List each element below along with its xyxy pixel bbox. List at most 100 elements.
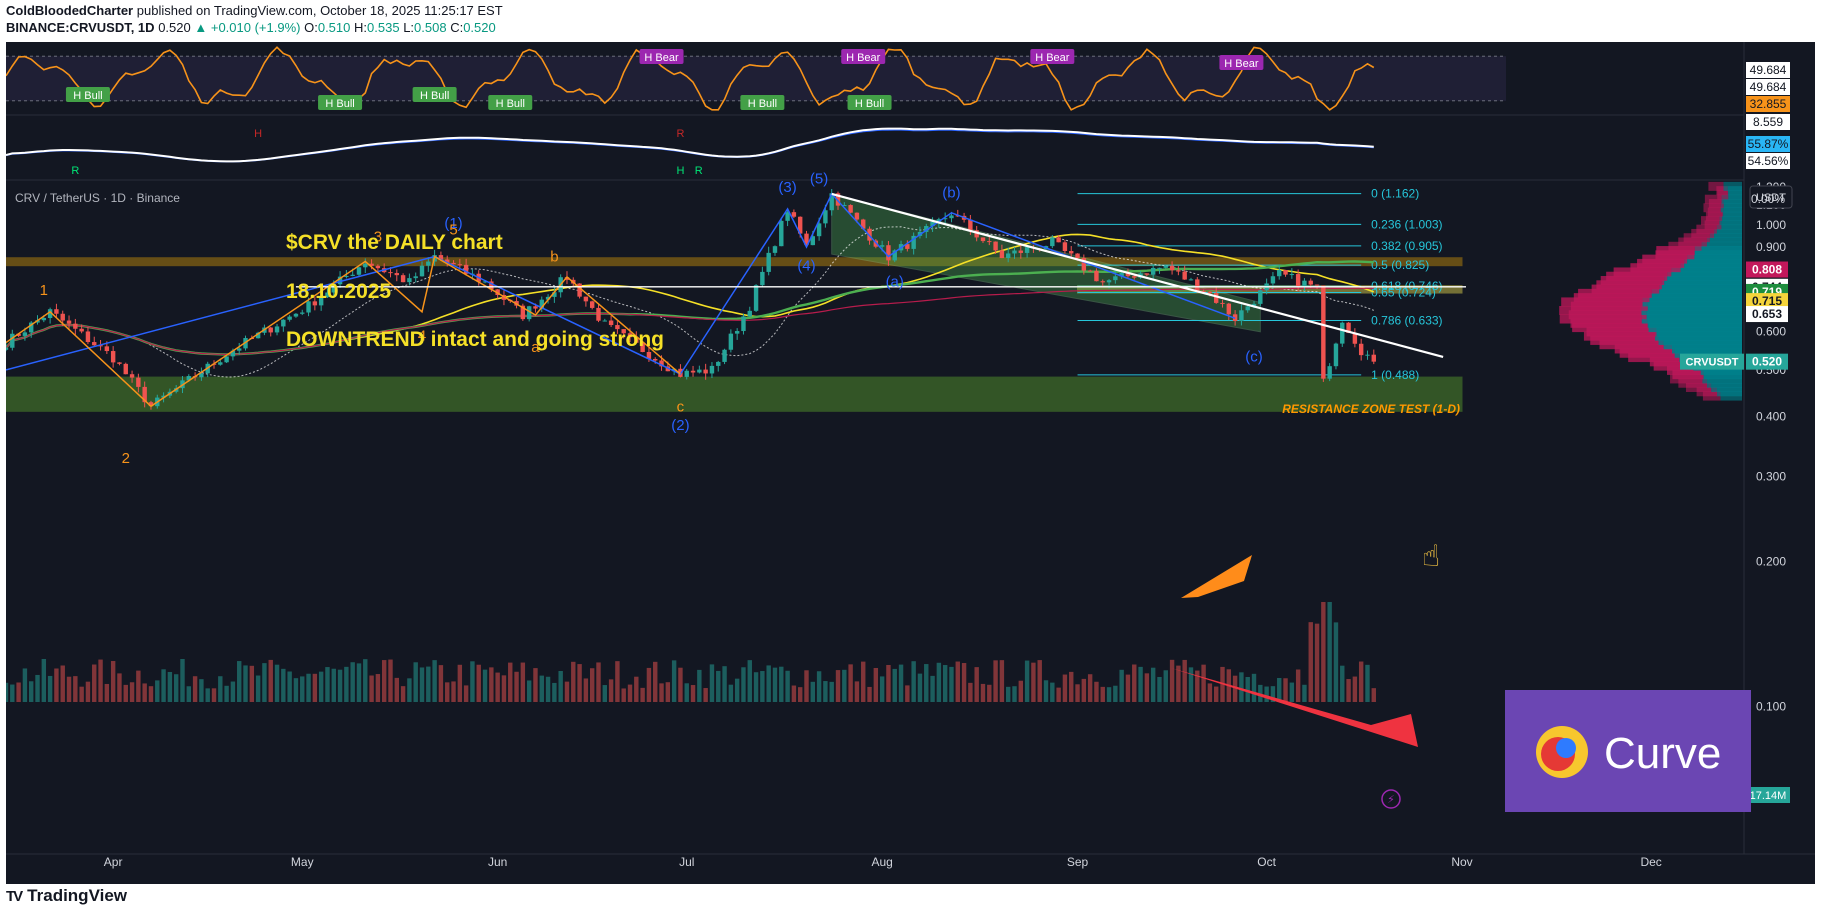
candle-body (520, 305, 526, 320)
volume-bar (73, 676, 78, 702)
fib-level-label: 0.236 (1.003) (1371, 217, 1442, 231)
candle-body (92, 342, 97, 346)
volume-bar (388, 659, 393, 702)
fib-retracement: 0 (1.162) 0.236 (1.003) 0.382 (0.905) 0.5 (… (1077, 187, 1443, 382)
volume-bar (508, 662, 513, 702)
price-badge-box (1746, 306, 1788, 323)
rsi-line (6, 46, 1375, 111)
candle-body (848, 205, 853, 213)
time-axis: Apr May Jun Jul Aug Sep Oct Nov Dec (6, 853, 1815, 869)
volume-bar (1201, 664, 1206, 702)
volume-bar (1150, 667, 1156, 702)
time-tick: Sep (1067, 855, 1089, 869)
chart-canvas[interactable]: 0 (1.162) 0.236 (1.003) 0.382 (0.905) 0.5 (… (6, 42, 1815, 884)
volume-bar (1069, 671, 1074, 702)
annotation-date: 18.10.2025 (286, 280, 391, 303)
candle-body (854, 212, 860, 220)
volume-bar (1365, 664, 1370, 702)
candle-body (1176, 270, 1181, 272)
annotation-note: DOWNTREND intact and going strong (286, 328, 664, 351)
rsi-divergence-tag (847, 95, 892, 110)
volume-bar (432, 660, 437, 702)
candle-body (495, 289, 500, 296)
volume-bar (148, 686, 154, 702)
candle-body (1100, 281, 1105, 283)
volume-bar (243, 665, 248, 702)
candle-body (1321, 285, 1326, 379)
candle-body (218, 362, 223, 365)
candle-body (879, 245, 885, 247)
curve-logo-icon-core (1556, 738, 1576, 758)
annotation-title: $CRV the DAILY chart (286, 231, 503, 254)
volume-bar (318, 671, 324, 702)
candle-body (596, 307, 601, 321)
candle-body (1258, 290, 1263, 304)
symbol-legend: CRV / TetherUS · 1D · Binance (15, 191, 180, 205)
rsi-divergence-label: H Bull (420, 90, 449, 102)
volume-bar (1245, 677, 1250, 702)
price-badge-box (1746, 261, 1788, 278)
volume-bars (6, 602, 1376, 702)
volume-bar (734, 678, 740, 702)
candle-body (363, 263, 368, 268)
volume-bar (867, 686, 872, 702)
rsi-divergence-tag (1219, 55, 1264, 70)
candle-body (791, 212, 797, 217)
volume-bar (463, 685, 469, 702)
candle-body (306, 301, 311, 313)
volume-bar (6, 682, 9, 702)
volume-bar (1163, 670, 1168, 702)
candle-body (697, 369, 702, 373)
volume-bar (35, 674, 40, 702)
volume-bar (419, 667, 425, 702)
candle-body (615, 325, 620, 330)
candle-body (98, 345, 103, 347)
candle-body (823, 210, 828, 224)
volume-bar (1087, 674, 1093, 702)
rsi-divergence-label: H Bull (325, 98, 354, 110)
candle-body (1346, 322, 1351, 333)
candle-body (129, 374, 135, 378)
volume-bar (205, 688, 210, 702)
candle-body (1163, 265, 1168, 268)
candle-body (753, 285, 759, 311)
volume-bar (337, 669, 343, 702)
volume-bar (155, 680, 160, 702)
secondary-mark: H (254, 128, 262, 140)
publish-info: ColdBloodedCharter published on TradingV… (6, 3, 503, 19)
candle-body (602, 320, 608, 322)
tradingview-brand[interactable]: TV TradingView (6, 884, 127, 908)
wave-label: (2) (671, 417, 689, 434)
candle-body (1308, 280, 1313, 285)
candle-body (110, 351, 116, 363)
candle-body (703, 369, 708, 374)
indicator-badge-box (1746, 62, 1790, 78)
candle-body (861, 219, 866, 229)
price-badge-box (1746, 293, 1788, 310)
currency-badge-text: USDT (1756, 192, 1786, 204)
lightning-icon[interactable] (1381, 789, 1401, 809)
tradingview-brand-name: TradingView (27, 886, 127, 905)
candle-body (1024, 247, 1030, 253)
volume-bar (980, 683, 986, 702)
chart-area[interactable]: 0 (1.162) 0.236 (1.003) 0.382 (0.905) 0.5 (… (6, 42, 1815, 884)
volume-bar (426, 666, 431, 702)
candle-body (1365, 354, 1370, 356)
wave-label: c (677, 398, 685, 415)
candle-body (457, 264, 463, 266)
volume-bar (1258, 684, 1263, 702)
volume-bar (482, 669, 488, 702)
candle-body (1207, 291, 1213, 294)
volume-bar (942, 665, 948, 702)
time-tick: Jul (679, 855, 694, 869)
volume-bar (1264, 686, 1269, 702)
price-badge: 0.715 (1752, 294, 1782, 308)
candle-body (281, 319, 286, 327)
rsi-divergence-label: H Bull (73, 90, 102, 102)
candle-body (583, 296, 589, 302)
candle-body (659, 360, 664, 367)
volume-bar (173, 674, 179, 702)
volume-bar (1289, 682, 1295, 702)
candle-body (1213, 293, 1219, 303)
price-tick: 0.900 (1756, 240, 1786, 254)
